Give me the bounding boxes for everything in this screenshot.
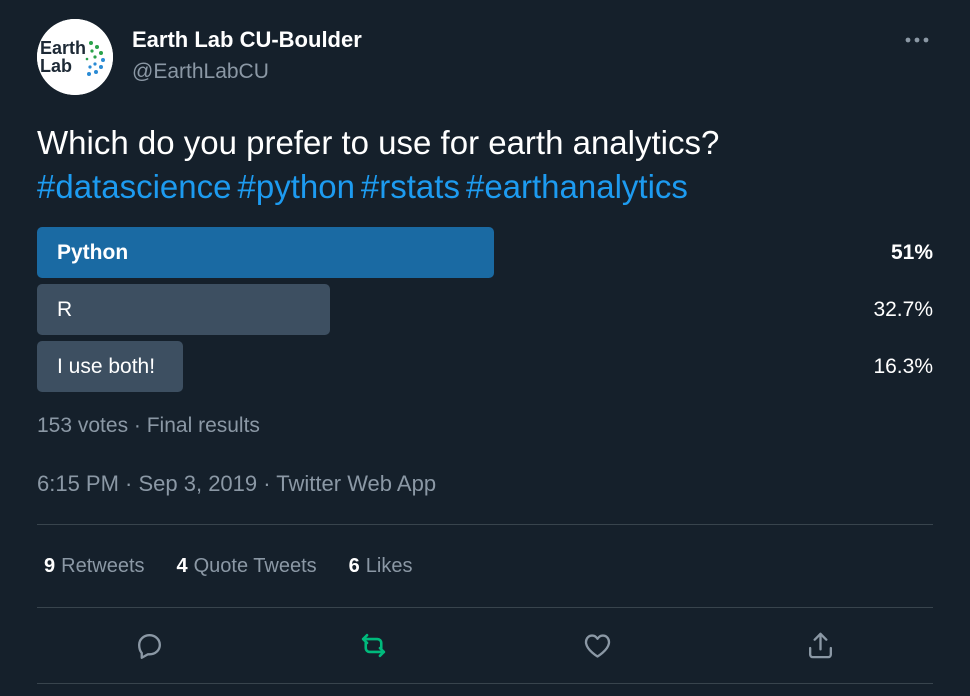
divider [37, 524, 933, 525]
tweet-timestamp[interactable]: 6:15 PM · Sep 3, 2019 · Twitter Web App [37, 471, 437, 496]
likes-stat[interactable]: 6 Likes [349, 555, 413, 578]
poll-summary: 153 votes · Final results [37, 414, 260, 437]
retweets-count: 9 [44, 555, 56, 577]
quote-tweets-count: 4 [176, 555, 188, 577]
poll-bar [37, 227, 494, 278]
poll-bar [37, 284, 330, 335]
tweet-text: Which do you prefer to use for earth ana… [37, 121, 937, 209]
tweet-question: Which do you prefer to use for earth ana… [37, 124, 720, 161]
retweet-icon [361, 633, 385, 657]
hashtag-link[interactable]: #earthanalytics [465, 168, 688, 205]
retweets-stat[interactable]: 9 Retweets [44, 555, 145, 578]
poll-option-percent: 32.7% [873, 297, 933, 321]
divider [37, 607, 933, 608]
retweets-label: Retweets [61, 555, 145, 577]
earth-lab-logo-icon: Earth Lab [37, 19, 113, 95]
poll-option-label: R [57, 297, 73, 321]
svg-text:Earth: Earth [40, 38, 86, 58]
hashtag-link[interactable]: #datascience [37, 168, 232, 205]
heart-icon [584, 633, 610, 658]
more-horizontal-icon [905, 37, 929, 43]
reply-button[interactable] [131, 627, 167, 663]
hashtag-link[interactable]: #rstats [360, 168, 460, 205]
poll-option-percent: 51% [890, 240, 933, 264]
more-options-button[interactable] [900, 28, 934, 52]
poll-option-both: I use both! 16.3% [37, 341, 933, 392]
likes-label: Likes [365, 555, 413, 577]
poll-option-label: I use both! [57, 354, 156, 378]
poll-option-label: Python [57, 240, 129, 264]
divider [37, 683, 933, 684]
share-icon [808, 632, 832, 658]
svg-text:Lab: Lab [40, 56, 72, 76]
poll-option-percent: 16.3% [873, 354, 933, 378]
hashtag-list: #datascience #python #rstats #earthanalytic… [37, 165, 937, 209]
quote-tweets-stat[interactable]: 4 Quote Tweets [177, 555, 317, 578]
avatar[interactable]: Earth Lab [37, 19, 113, 95]
like-button[interactable] [579, 627, 615, 663]
share-button[interactable] [802, 627, 838, 663]
author-display-name[interactable]: Earth Lab CU-Boulder [132, 27, 362, 52]
poll-option-r: R 32.7% [37, 284, 933, 335]
author-handle[interactable]: @EarthLabCU [132, 60, 269, 83]
retweet-button[interactable] [355, 627, 391, 663]
quote-tweets-label: Quote Tweets [193, 555, 317, 577]
poll-bar [37, 341, 183, 392]
hashtag-link[interactable]: #python [237, 168, 355, 205]
likes-count: 6 [348, 555, 360, 577]
tweet-stats: 9 Retweets 4 Quote Tweets 6 Likes [44, 555, 445, 578]
poll-option-python: Python 51% [37, 227, 933, 278]
reply-icon [137, 633, 161, 659]
